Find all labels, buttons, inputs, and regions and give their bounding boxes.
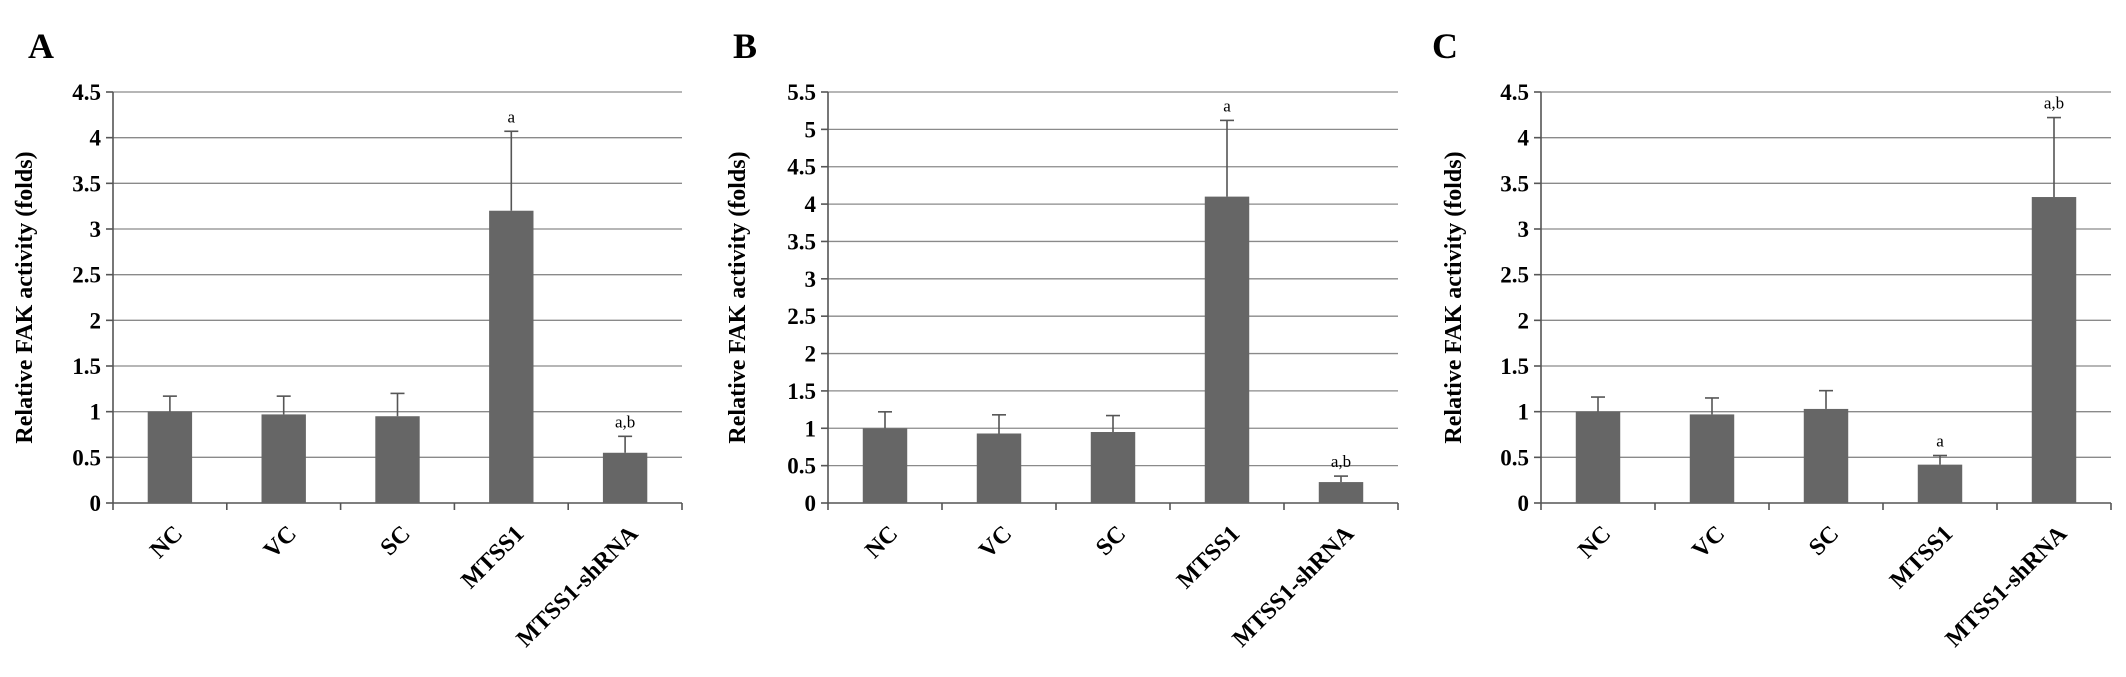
y-tick-label: 3	[805, 267, 817, 292]
y-tick-label: 1.5	[787, 379, 816, 404]
x-tick-label: MTSS1-shRNA	[512, 520, 644, 652]
bar-nc	[862, 428, 908, 503]
significance-label: a	[1936, 432, 1944, 451]
bar-sc	[1090, 432, 1136, 503]
y-tick-label: 4.5	[72, 80, 101, 105]
x-tick-label: SC	[376, 521, 416, 561]
panel-letter: B	[733, 26, 757, 66]
y-tick-label: 0	[90, 491, 102, 516]
x-tick-label: MTSS1	[1172, 521, 1245, 594]
y-tick-label: 0	[1518, 491, 1530, 516]
bar-mtss1	[1204, 196, 1250, 504]
y-tick-label: 1.5	[72, 354, 101, 379]
y-tick-label: 2.5	[1500, 263, 1529, 288]
panel-letter: C	[1432, 26, 1458, 66]
x-tick-label: MTSS1	[1885, 521, 1958, 594]
y-tick-label: 2	[1518, 308, 1530, 333]
y-tick-label: 1	[90, 400, 102, 425]
chart-panel-c: C 0 0.5 1 1.5 2 2.5 3 3.5 4 4.5 Relative FAK activi…	[1432, 26, 2112, 652]
bar-mtss1-shrna	[602, 452, 648, 503]
bar-mtss1-shrna	[2031, 197, 2077, 504]
bar-vc	[1689, 414, 1735, 503]
bar-nc	[147, 411, 193, 503]
y-axis-label: Relative FAK activity (folds)	[1441, 151, 1467, 443]
y-tick-label: 4.5	[1500, 80, 1529, 105]
bar-vc	[261, 414, 306, 503]
y-tick-label: 0.5	[787, 454, 816, 479]
y-tick-label: 2	[805, 342, 817, 367]
y-tick-label: 3	[90, 217, 102, 242]
x-tick-label: SC	[1091, 521, 1131, 561]
bar-sc	[375, 416, 420, 503]
bar-sc	[1803, 408, 1849, 503]
y-tick-label: 3.5	[1500, 171, 1529, 196]
bar-mtss1-shrna	[1318, 482, 1364, 503]
x-tick-label: MTSS1	[456, 521, 529, 594]
x-tick-label: MTSS1-shRNA	[1228, 520, 1360, 652]
significance-label: a,b	[615, 412, 635, 431]
bar-mtss1	[489, 210, 534, 503]
y-axis-label: Relative FAK activity (folds)	[12, 151, 38, 443]
y-tick-label: 3.5	[72, 171, 101, 196]
bar-vc	[976, 433, 1022, 503]
y-tick-label: 4	[1518, 126, 1530, 151]
x-tick-label: NC	[1573, 521, 1616, 564]
significance-label: a	[508, 107, 516, 126]
x-tick-label: MTSS1-shRNA	[1941, 520, 2073, 652]
significance-label: a	[1223, 96, 1231, 115]
significance-label: a,b	[1331, 452, 1351, 471]
x-tick-label: VC	[1687, 521, 1730, 564]
y-axis-label: Relative FAK activity (folds)	[725, 151, 751, 443]
y-tick-label: 0.5	[72, 445, 101, 470]
significance-label: a,b	[2044, 94, 2064, 113]
x-tick-label: NC	[145, 521, 188, 564]
panel-letter: A	[28, 26, 54, 66]
x-tick-label: VC	[259, 521, 302, 564]
y-tick-label: 1	[805, 416, 817, 441]
y-tick-label: 4	[90, 126, 102, 151]
y-tick-label: 1.5	[1500, 354, 1529, 379]
y-tick-label: 2.5	[787, 304, 816, 329]
y-tick-label: 3.5	[787, 229, 816, 254]
y-tick-label: 4.5	[787, 155, 816, 180]
y-tick-label: 0	[805, 491, 817, 516]
y-tick-label: 0.5	[1500, 445, 1529, 470]
y-tick-label: 2.5	[72, 263, 101, 288]
chart-panel-b: B 0 0.5 1 1.5 2 2.5 3 3.5 4 4.5 5 5.5 Relative FAK ac…	[725, 26, 1399, 652]
y-tick-label: 1	[1518, 400, 1530, 425]
bar-nc	[1575, 411, 1621, 503]
y-tick-label: 4	[805, 192, 817, 217]
x-tick-label: NC	[860, 521, 903, 564]
x-tick-label: SC	[1804, 521, 1844, 561]
bar-mtss1	[1917, 464, 1963, 503]
chart-panel-a: A 0 0.5 1 1.5 2 2.5 3 3.5 4 4.5 Relative FAK activi…	[12, 26, 683, 652]
y-tick-label: 2	[90, 308, 102, 333]
y-tick-label: 5.5	[787, 80, 816, 105]
y-tick-label: 5	[805, 117, 817, 142]
x-tick-label: VC	[974, 521, 1017, 564]
y-tick-label: 3	[1518, 217, 1530, 242]
